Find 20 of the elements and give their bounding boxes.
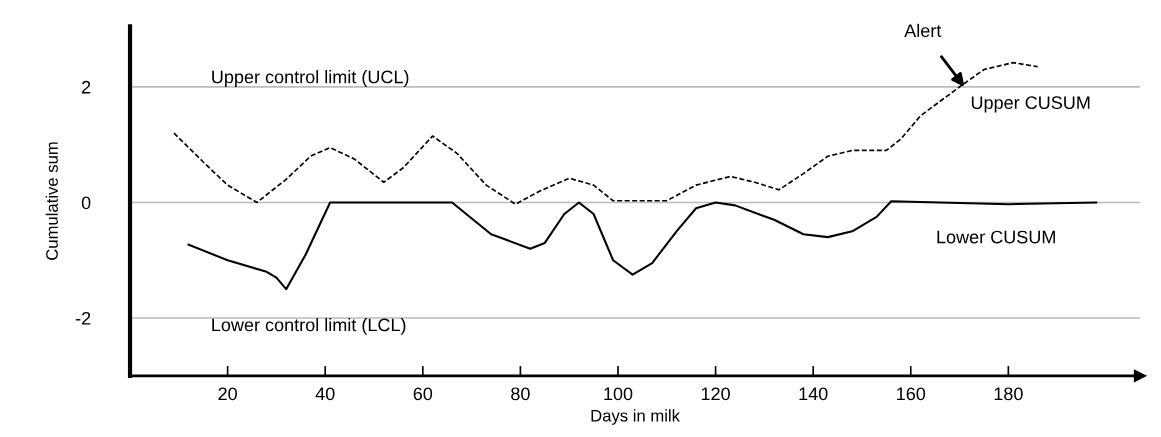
x-tick-label: 160	[897, 387, 926, 401]
x-tick-label: 180	[994, 387, 1023, 401]
y-tick-label: -2	[75, 311, 91, 325]
x-tick-label: 120	[701, 387, 730, 401]
series-label: Lower CUSUM	[937, 230, 1055, 244]
x-axis-title: Days in milk	[591, 409, 681, 425]
ref-line-label: Lower control limit (LCL)	[212, 318, 406, 335]
x-tick-label: 60	[413, 387, 433, 401]
legend-label: Upper CUSUM	[971, 96, 1090, 113]
y-axis-title: Cumulative sum	[45, 142, 58, 260]
x-tick-label: 80	[511, 387, 530, 401]
x-tick-label: 140	[799, 387, 828, 401]
x-tick-label: 20	[218, 387, 237, 401]
y-tick-label: 2	[82, 80, 91, 94]
x-tick-label: 100	[604, 387, 633, 401]
annotation: Alert	[904, 23, 942, 38]
line-series	[187, 200, 1098, 291]
x-tick-label: 40	[315, 387, 335, 401]
y-tick-label: 0	[81, 196, 91, 210]
ref-line-label: Upper control limit (UCL)	[212, 70, 409, 87]
